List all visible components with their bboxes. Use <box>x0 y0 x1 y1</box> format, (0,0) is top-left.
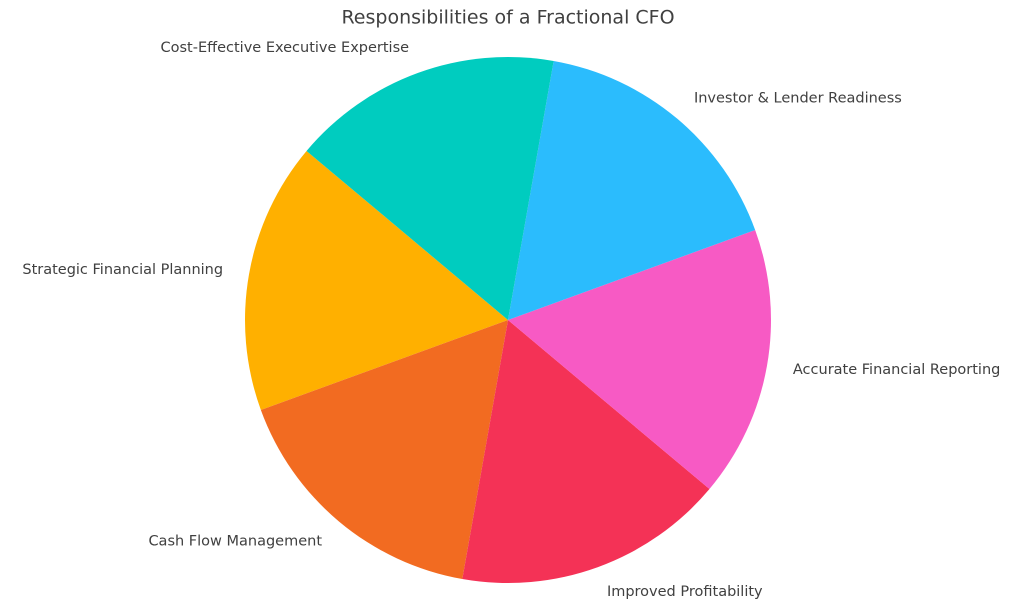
slice-label: Cash Flow Management <box>148 534 322 550</box>
pie-slice <box>260 320 508 580</box>
slice-label: Improved Profitability <box>607 584 763 600</box>
pie-slice <box>306 56 554 320</box>
pie-slice <box>244 150 508 410</box>
pie-slice <box>508 60 756 321</box>
pie-slice <box>508 230 771 490</box>
slice-label: Investor & Lender Readiness <box>694 90 902 106</box>
slice-label: Cost-Effective Executive Expertise <box>160 40 409 56</box>
slice-label: Accurate Financial Reporting <box>793 362 1000 378</box>
chart-title: Responsibilities of a Fractional CFO <box>341 7 674 29</box>
slice-label: Strategic Financial Planning <box>22 262 223 278</box>
pie-slice <box>462 320 710 583</box>
